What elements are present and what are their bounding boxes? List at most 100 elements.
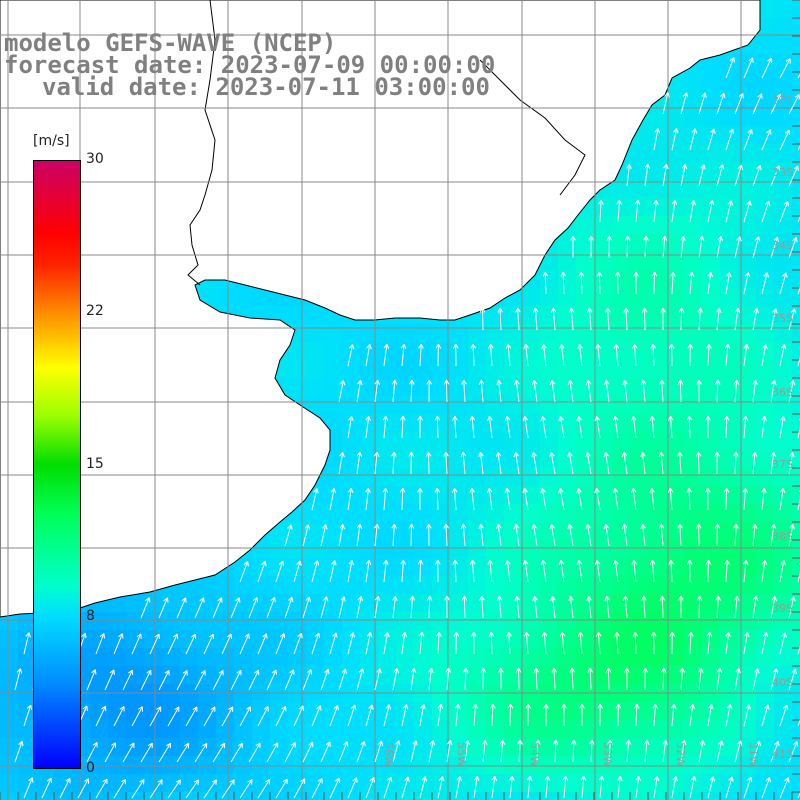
wind-cell [360, 540, 379, 559]
wind-arrow [779, 58, 791, 79]
wind-arrow [617, 775, 623, 799]
wind-cell [720, 162, 739, 181]
wind-arrow [585, 523, 592, 547]
wind-arrow [203, 706, 216, 727]
wind-arrow [779, 201, 789, 223]
wind-cell [468, 432, 487, 451]
wind-cell [576, 666, 595, 685]
wind-cell [540, 576, 559, 595]
wind-cell [756, 378, 775, 397]
wind-cell [666, 252, 685, 271]
wind-cell [432, 666, 451, 685]
wind-cell [738, 198, 757, 217]
wind-arrow [522, 415, 529, 439]
wind-cell [774, 144, 793, 163]
wind-arrow [461, 379, 467, 403]
wind-arrow [770, 740, 780, 763]
wind-arrow [621, 451, 628, 475]
wind-cell [576, 288, 595, 307]
wind-cell [522, 522, 541, 541]
wind-cell [396, 324, 415, 343]
wind-cell [306, 648, 325, 667]
wind-arrow [382, 559, 389, 583]
wind-cell [684, 414, 703, 433]
wind-cell [666, 360, 685, 379]
wind-arrow [320, 524, 328, 547]
wind-cell [540, 252, 559, 271]
wind-arrow [443, 523, 450, 547]
wind-cell [756, 0, 775, 19]
wind-cell [648, 180, 667, 199]
wind-arrow [595, 343, 601, 367]
wind-arrow [515, 307, 521, 331]
wind-cell [540, 270, 559, 289]
wind-cell [288, 720, 307, 739]
wind-cell [774, 612, 793, 631]
wind-cell [270, 666, 289, 685]
wind-arrow [497, 307, 504, 331]
wind-arrow [505, 343, 512, 367]
wind-cell [648, 288, 667, 307]
wind-arrow [651, 271, 658, 295]
wind-cell [306, 342, 325, 361]
wind-cell [648, 378, 667, 397]
wind-arrow [479, 595, 485, 619]
wind-cell [576, 432, 595, 451]
wind-cell [792, 342, 800, 361]
wind-cell [630, 702, 649, 721]
wind-cell [450, 540, 469, 559]
wind-cell [630, 270, 649, 289]
wind-cell [738, 522, 757, 541]
wind-cell [522, 774, 541, 793]
wind-cell [702, 144, 721, 163]
wind-cell [720, 306, 739, 325]
wind-arrow [257, 706, 269, 727]
wind-arrow [743, 128, 753, 151]
wind-arrow [417, 559, 424, 583]
wind-cell [144, 702, 163, 721]
wind-cell [540, 792, 559, 800]
wind-arrow [688, 271, 695, 295]
land-mask [0, 0, 761, 618]
wind-cell [774, 720, 793, 739]
wind-cell [360, 486, 379, 505]
wind-cell [180, 612, 199, 631]
wind-cell [684, 486, 703, 505]
wind-arrow [585, 451, 592, 475]
wind-cell [558, 792, 577, 800]
wind-cell [396, 360, 415, 379]
wind-arrow [660, 307, 666, 331]
wind-cell [756, 630, 775, 649]
wind-cell [792, 792, 800, 800]
wind-cell [378, 432, 397, 451]
wind-cell [360, 612, 379, 631]
wind-cell [360, 594, 379, 613]
wind-cell [648, 720, 667, 739]
wind-cell [522, 702, 541, 721]
wind-cell [558, 432, 577, 451]
wind-cell [612, 522, 631, 541]
wind-arrow [549, 523, 556, 547]
wind-cell [738, 486, 757, 505]
wind-arrow [770, 523, 777, 547]
wind-cell [774, 360, 793, 379]
wind-cell [738, 792, 757, 800]
wind-cell [738, 234, 757, 253]
wind-arrow [470, 631, 477, 655]
wind-cell [738, 504, 757, 523]
wind-arrow [779, 560, 786, 583]
wind-arrow [418, 343, 424, 367]
wind-cell [630, 198, 649, 217]
wind-arrow [770, 668, 779, 691]
wind-cell [684, 108, 703, 127]
wind-arrow [257, 560, 267, 583]
wind-cell [738, 648, 757, 667]
wind-cell [144, 720, 163, 739]
wind-cell [738, 396, 757, 415]
wind-cell [252, 666, 271, 685]
wind-cell [414, 792, 433, 800]
wind-cell [468, 630, 487, 649]
wind-cell [774, 522, 793, 541]
wind-cell [720, 270, 739, 289]
wind-arrow [311, 560, 320, 583]
